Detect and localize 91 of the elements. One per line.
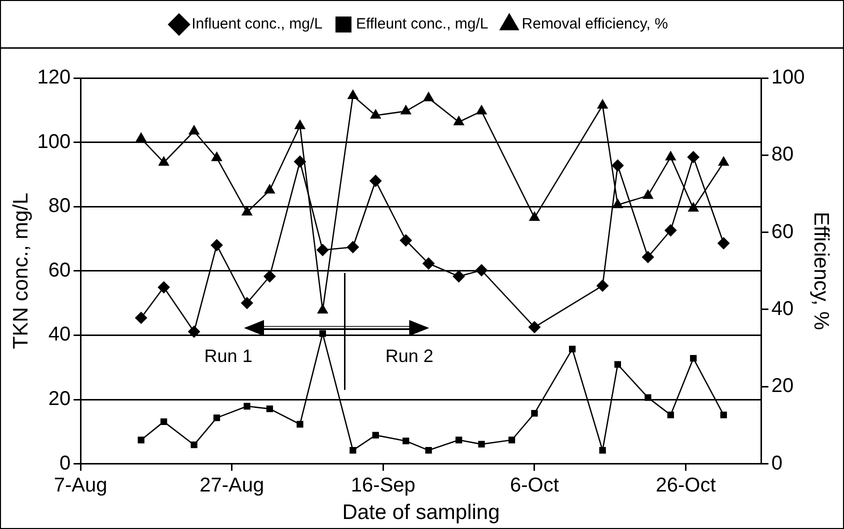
point bbox=[264, 270, 276, 282]
point bbox=[266, 405, 274, 412]
point bbox=[476, 105, 487, 114]
point bbox=[350, 446, 356, 454]
point bbox=[211, 152, 222, 162]
point bbox=[612, 159, 624, 172]
point bbox=[244, 402, 250, 410]
point bbox=[688, 202, 699, 212]
point bbox=[642, 251, 654, 264]
point bbox=[614, 361, 622, 368]
point bbox=[478, 440, 485, 448]
point bbox=[568, 346, 576, 352]
x-axis-title: Date of sampling bbox=[342, 501, 500, 524]
point bbox=[720, 412, 727, 418]
point bbox=[687, 151, 700, 164]
point bbox=[190, 442, 198, 448]
y-axis-title: TKN conc., mg/L bbox=[9, 192, 32, 350]
y2-tick-label: 100 bbox=[771, 66, 805, 89]
x-tick-label: 16-Sep bbox=[350, 474, 416, 496]
point bbox=[294, 120, 306, 130]
point bbox=[599, 446, 606, 454]
point bbox=[400, 234, 412, 246]
y-tick-label: 0 bbox=[59, 452, 71, 474]
y-tick-label: 20 bbox=[48, 388, 71, 410]
point bbox=[596, 280, 609, 292]
y2-tick-label: 0 bbox=[771, 452, 783, 474]
x-tick-label: 27-Aug bbox=[200, 474, 264, 496]
point bbox=[158, 281, 170, 294]
point bbox=[531, 410, 538, 417]
point bbox=[188, 125, 200, 134]
point bbox=[188, 326, 200, 338]
point bbox=[241, 297, 253, 310]
point bbox=[400, 105, 412, 114]
point bbox=[158, 156, 170, 166]
point bbox=[296, 420, 304, 428]
point bbox=[425, 446, 432, 454]
point bbox=[476, 264, 488, 276]
point bbox=[529, 212, 540, 221]
y2-tick-label: 80 bbox=[771, 144, 794, 166]
point bbox=[508, 436, 516, 444]
point bbox=[317, 304, 328, 314]
y-tick-label: 80 bbox=[48, 195, 71, 218]
point bbox=[455, 436, 462, 444]
point bbox=[210, 239, 223, 252]
point bbox=[597, 99, 608, 109]
point bbox=[642, 190, 654, 199]
point bbox=[294, 156, 306, 168]
point bbox=[213, 414, 220, 422]
point bbox=[160, 418, 168, 426]
y2-tick-label: 20 bbox=[771, 375, 794, 398]
annotation: Run 1 bbox=[204, 346, 252, 366]
point bbox=[135, 312, 148, 324]
point bbox=[422, 258, 435, 270]
point bbox=[138, 436, 144, 444]
point bbox=[316, 244, 329, 256]
point bbox=[136, 132, 146, 142]
point bbox=[372, 432, 379, 439]
point bbox=[665, 151, 676, 160]
y2-tick-label: 40 bbox=[771, 298, 794, 320]
y-tick-label: 60 bbox=[48, 259, 71, 282]
point bbox=[370, 109, 381, 119]
legend-label: Removal efficiency, % bbox=[522, 16, 668, 33]
point bbox=[346, 241, 359, 254]
point bbox=[718, 237, 730, 250]
y-tick-label: 120 bbox=[37, 66, 71, 89]
y2-axis-title: Efficiency, % bbox=[810, 212, 833, 330]
y-tick-label: 40 bbox=[48, 324, 71, 346]
point bbox=[690, 355, 697, 362]
point bbox=[370, 174, 382, 187]
point bbox=[423, 92, 434, 102]
x-tick-label: 7-Aug bbox=[54, 474, 108, 496]
point bbox=[667, 412, 674, 418]
point bbox=[452, 270, 465, 282]
point bbox=[664, 224, 677, 236]
x-tick-label: 6-Oct bbox=[510, 474, 560, 496]
point bbox=[718, 156, 729, 166]
point bbox=[644, 394, 652, 401]
legend-label: Influent conc., mg/L bbox=[192, 16, 322, 33]
point bbox=[528, 321, 540, 334]
point bbox=[348, 90, 358, 99]
point bbox=[454, 116, 464, 126]
point bbox=[264, 184, 275, 194]
legend-label: Effleunt conc., mg/L bbox=[356, 16, 488, 33]
y2-tick-label: 60 bbox=[771, 220, 794, 243]
annotation: Run 2 bbox=[385, 346, 434, 366]
point bbox=[319, 330, 326, 337]
point bbox=[402, 438, 410, 444]
point bbox=[612, 198, 623, 208]
y-tick-label: 100 bbox=[37, 130, 71, 153]
x-tick-label: 26-Oct bbox=[656, 474, 716, 496]
point bbox=[242, 206, 252, 216]
